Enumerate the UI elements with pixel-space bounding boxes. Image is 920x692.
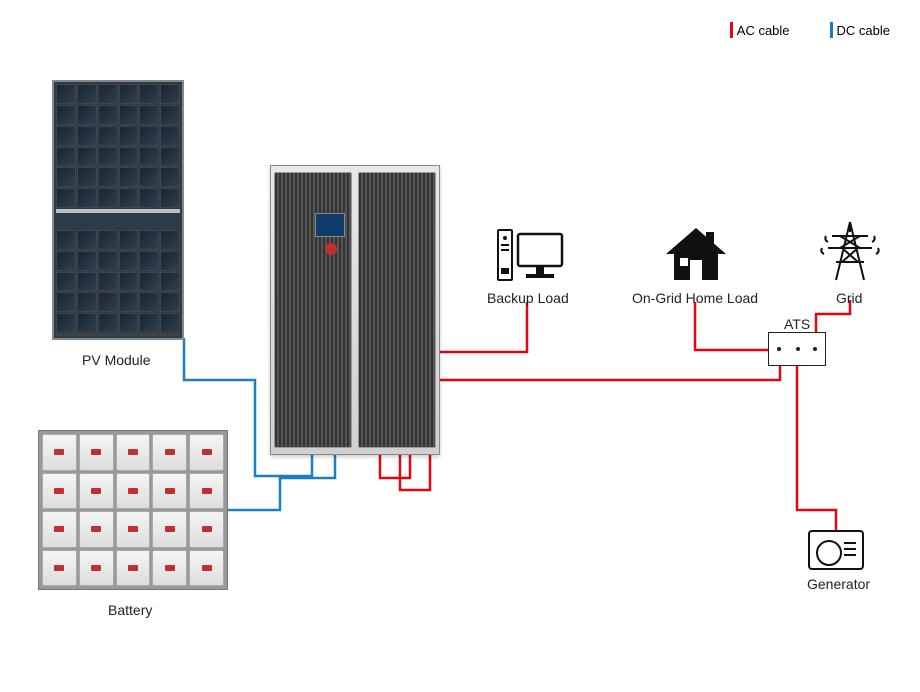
home-load-icon xyxy=(666,228,726,280)
cable-battery-inverter xyxy=(228,455,335,510)
home-load-label: On-Grid Home Load xyxy=(632,290,758,306)
grid-label: Grid xyxy=(836,290,862,306)
generator-label: Generator xyxy=(807,576,870,592)
cable-home_load-ats-left xyxy=(695,302,778,350)
inverter-cabinet-icon xyxy=(270,165,440,455)
cable-ats-generator xyxy=(797,366,836,530)
ats-label: ATS xyxy=(784,316,810,332)
battery-rack-icon xyxy=(38,430,228,590)
grid-icon xyxy=(821,222,878,280)
pv-module-label: PV Module xyxy=(82,352,150,368)
generator-icon xyxy=(808,530,864,570)
battery-label: Battery xyxy=(108,602,152,618)
cable-inverter-ats xyxy=(400,366,780,490)
backup-load-label: Backup Load xyxy=(487,290,569,306)
backup-load-icon xyxy=(498,230,562,280)
pv-module-icon xyxy=(52,80,184,340)
ats-box-icon xyxy=(768,332,826,366)
